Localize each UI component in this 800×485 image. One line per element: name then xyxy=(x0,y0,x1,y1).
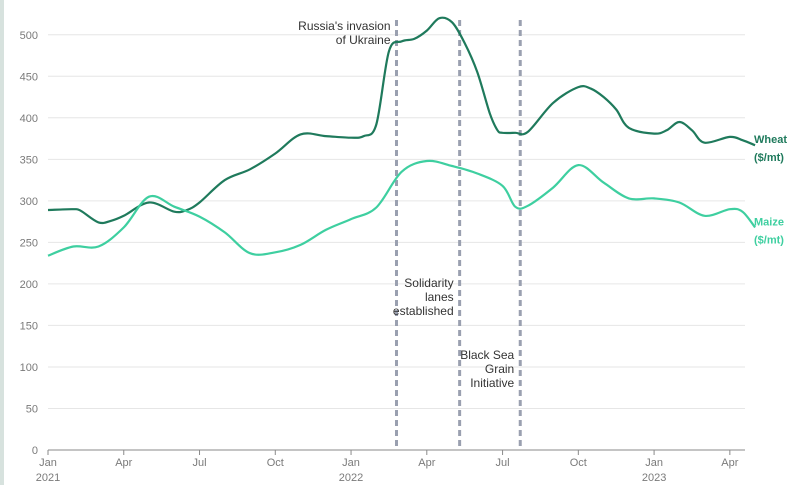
series-line-maize xyxy=(47,159,756,257)
x-axis: Jan 2021 Apr Jul Oct Jan 2022 Apr Jul Oct Jan 2023 A… xyxy=(36,449,745,484)
series-lines xyxy=(47,16,756,257)
event-annotation-2-2: Initiative xyxy=(470,376,514,390)
event-annotation-1-2: established xyxy=(393,304,454,318)
x-tick-label-8: Jan xyxy=(645,457,663,469)
y-axis: 0 50 100 150 200 250 300 350 400 450 500 xyxy=(20,30,38,457)
x-tick-label-9: Apr xyxy=(721,457,738,469)
left-frame-border xyxy=(0,0,4,485)
x-tick-year-4: 2022 xyxy=(339,472,363,484)
x-tick-label-3: Oct xyxy=(267,457,284,469)
x-tick-year-0: 2021 xyxy=(36,472,60,484)
series-label-wheat-0: Wheat xyxy=(754,134,787,146)
series-labels: Wheat ($/mt) Maize ($/mt) xyxy=(754,134,787,246)
series-line-wheat xyxy=(47,16,756,225)
x-tick-label-2: Jul xyxy=(192,457,206,469)
event-annotation-0-0: Russia's invasion xyxy=(298,19,390,33)
x-tick-year-8: 2023 xyxy=(642,472,666,484)
y-tick-label-300: 300 xyxy=(20,196,38,208)
event-annotation-1-1: lanes xyxy=(425,290,454,304)
y-tick-label-200: 200 xyxy=(20,279,38,291)
x-tick-label-4: Jan xyxy=(342,457,360,469)
event-annotation-2-0: Black Sea xyxy=(460,348,514,362)
event-annotation-2-1: Grain xyxy=(485,362,514,376)
y-tick-label-150: 150 xyxy=(20,320,38,332)
series-label-wheat-1: ($/mt) xyxy=(754,152,784,164)
series-label-maize-0: Maize xyxy=(754,216,784,228)
x-tick-label-1: Apr xyxy=(115,457,132,469)
x-tick-label-7: Oct xyxy=(570,457,587,469)
event-annotation-1-0: Solidarity xyxy=(404,276,453,290)
y-tick-label-0: 0 xyxy=(32,445,38,457)
y-tick-label-450: 450 xyxy=(20,71,38,83)
y-tick-label-400: 400 xyxy=(20,113,38,125)
y-tick-label-100: 100 xyxy=(20,362,38,374)
y-tick-label-250: 250 xyxy=(20,237,38,249)
event-lines xyxy=(395,20,522,450)
event-annotation-0-1: of Ukraine xyxy=(336,33,391,47)
x-tick-label-5: Apr xyxy=(418,457,435,469)
series-label-maize-1: ($/mt) xyxy=(754,234,784,246)
y-tick-label-50: 50 xyxy=(26,403,38,415)
x-tick-label-0: Jan xyxy=(39,457,57,469)
y-tick-label-500: 500 xyxy=(20,30,38,42)
x-tick-label-6: Jul xyxy=(496,457,510,469)
y-tick-label-350: 350 xyxy=(20,154,38,166)
